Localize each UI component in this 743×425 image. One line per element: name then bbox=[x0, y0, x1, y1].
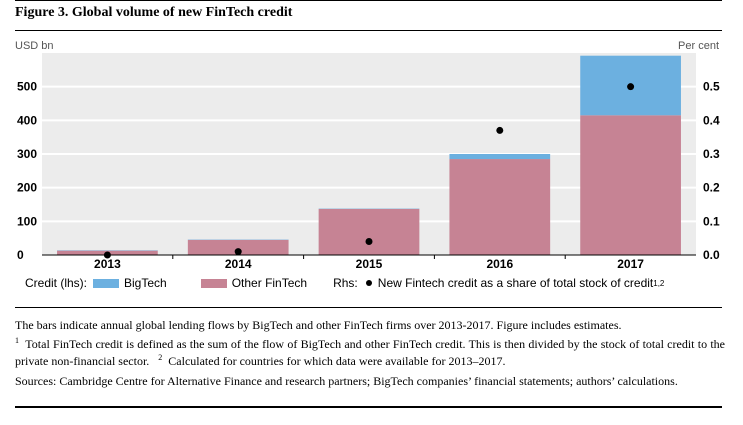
bar-other-fintech bbox=[580, 115, 681, 256]
y-tick-label-right: 0.5 bbox=[703, 80, 720, 94]
share-marker bbox=[365, 238, 373, 246]
y-tick-label-left: 200 bbox=[17, 181, 37, 195]
bar-other-fintech bbox=[318, 208, 420, 255]
chart-legend: Credit (lhs): BigTech Other FinTech Rhs:… bbox=[25, 276, 664, 290]
footnotes: 1 Total FinTech credit is defined as the… bbox=[15, 334, 725, 368]
legend-bigtech-label: BigTech bbox=[124, 276, 167, 290]
y-tick-label-right: 0.1 bbox=[703, 214, 720, 228]
y-tick-label-left: 300 bbox=[17, 147, 37, 161]
bar-other-fintech bbox=[187, 239, 289, 255]
legend-other-fintech-label: Other FinTech bbox=[231, 276, 308, 290]
legend-dot-marker bbox=[365, 280, 372, 286]
y-tick-label-right: 0.3 bbox=[703, 147, 720, 161]
footnote-1-mark: 1 bbox=[15, 336, 19, 345]
y-tick-label-right: 0.4 bbox=[703, 113, 720, 127]
note-line1: The bars indicate annual global lending … bbox=[15, 318, 622, 332]
sources-block: Sources: Cambridge Centre for Alternativ… bbox=[15, 374, 725, 388]
x-tick-label: 2017 bbox=[617, 257, 644, 271]
legend-item-bigtech: BigTech bbox=[93, 276, 201, 290]
legend-share-label: New Fintech credit as a share of total s… bbox=[377, 276, 654, 290]
figure-title: Figure 3. Global volume of new FinTech c… bbox=[15, 5, 293, 20]
bar-chart: 0 100 200 300 400 500 0.0 0.1 0.2 0.3 0.4 0.5 2013 20… bbox=[17, 53, 720, 271]
legend-rhs-label: Rhs: bbox=[333, 276, 358, 290]
bar-bigtech bbox=[449, 154, 551, 160]
legend-swatch-other-fintech bbox=[200, 278, 227, 288]
right-axis-unit: Per cent bbox=[678, 40, 719, 52]
x-tick-label: 2013 bbox=[94, 257, 121, 271]
share-marker bbox=[627, 83, 635, 91]
sources-text: Sources: Cambridge Centre for Alternativ… bbox=[15, 374, 678, 388]
y-tick-label-left: 400 bbox=[17, 113, 37, 127]
top-rule bbox=[15, 0, 722, 1]
legend-credit-label: Credit (lhs): bbox=[25, 276, 88, 290]
left-axis-unit: USD bn bbox=[15, 40, 54, 52]
share-marker bbox=[234, 248, 242, 256]
bottom-rule bbox=[15, 406, 722, 408]
legend-swatch-bigtech bbox=[93, 278, 120, 288]
y-tick-label-left: 0 bbox=[17, 248, 24, 262]
x-tick-label: 2014 bbox=[225, 257, 252, 271]
footnote-2-mark: 2 bbox=[158, 353, 163, 362]
footnote-1-text: Total FinTech credit is defined as the s… bbox=[15, 337, 725, 368]
title-rule bbox=[15, 30, 722, 31]
legend-item-other-fintech: Other FinTech bbox=[200, 276, 333, 290]
legend-share-footnote: 1,2 bbox=[653, 278, 665, 288]
y-tick-label-left: 100 bbox=[17, 214, 37, 228]
x-tick-label: 2015 bbox=[356, 257, 383, 271]
footnote-2-text: Calculated for countries for which data … bbox=[168, 354, 506, 368]
share-marker bbox=[496, 126, 504, 134]
y-tick-label-left: 500 bbox=[17, 80, 37, 94]
x-tick-label: 2016 bbox=[486, 257, 513, 271]
y-tick-label-right: 0.0 bbox=[703, 248, 720, 262]
chart-rule bbox=[15, 307, 722, 308]
y-tick-label-right: 0.2 bbox=[703, 181, 720, 195]
bar-other-fintech bbox=[449, 159, 551, 255]
note-description: The bars indicate annual global lending … bbox=[15, 318, 725, 332]
